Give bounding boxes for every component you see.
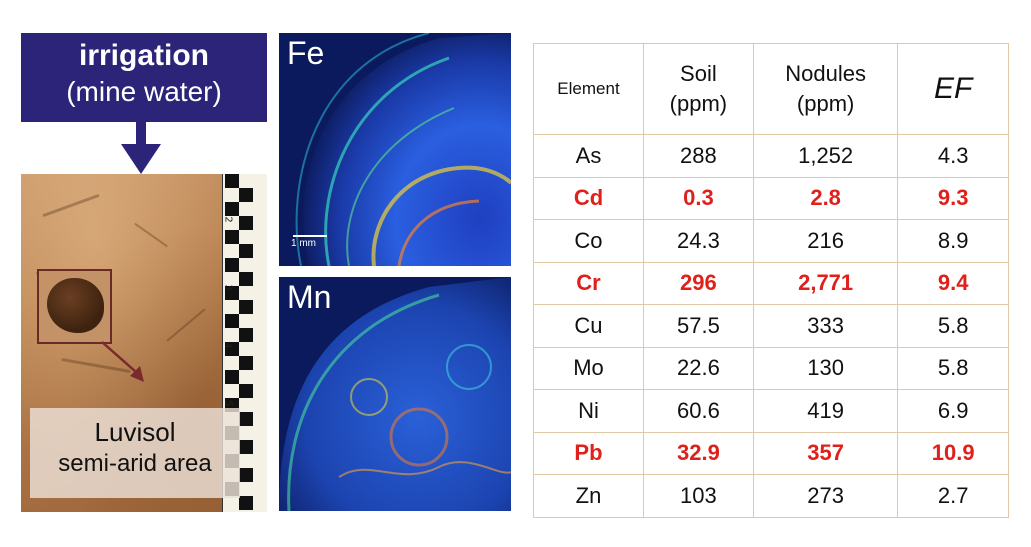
scale-bar <box>293 235 327 237</box>
cell-soil: 24.3 <box>642 219 754 263</box>
soil-type-name: Luvisol <box>94 417 176 447</box>
cell-ef: 9.4 <box>897 261 1009 305</box>
table-row: Zn 103 273 2.7 <box>533 474 1009 518</box>
cell-soil: 60.6 <box>642 389 754 433</box>
table-row: Mo 22.6 130 5.8 <box>533 346 1009 390</box>
cell-soil: 0.3 <box>642 176 754 220</box>
header-nodules-title: Nodules <box>785 61 866 86</box>
soil-area-name: semi-arid area <box>58 450 212 477</box>
nodule-image <box>47 278 104 333</box>
ruler-number: 2 <box>222 216 234 223</box>
fe-map-image: Fe 1 mm <box>279 33 511 266</box>
header-soil: Soil (ppm) <box>642 43 754 135</box>
soil-type-label: Luvisol semi-arid area <box>30 408 240 498</box>
irrigation-banner: irrigation (mine water) <box>21 33 267 122</box>
cell-element: As <box>533 134 644 178</box>
ruler-number: 5 <box>222 400 234 407</box>
cell-nodules: 1,252 <box>752 134 899 178</box>
table-row: Pb 32.9 357 10.9 <box>533 431 1009 475</box>
banner-title: irrigation <box>78 39 209 72</box>
cell-ef: 2.7 <box>897 474 1009 518</box>
cell-soil: 103 <box>642 474 754 518</box>
cell-nodules: 216 <box>752 219 899 263</box>
cell-nodules: 130 <box>752 346 899 390</box>
cell-soil: 57.5 <box>642 304 754 348</box>
table-row: Cr 296 2,771 9.4 <box>533 261 1009 305</box>
pointer-arrow-icon <box>101 341 144 382</box>
cell-element: Mo <box>533 346 644 390</box>
element-concentration-table: Element Soil (ppm) Nodules (ppm) EF As 28… <box>533 43 1009 518</box>
cell-nodules: 333 <box>752 304 899 348</box>
cell-ef: 5.8 <box>897 346 1009 390</box>
fe-map-texture <box>279 33 511 266</box>
scale-label: 1 mm <box>291 238 316 249</box>
cell-element: Cr <box>533 261 644 305</box>
down-arrow-icon <box>121 122 161 174</box>
cell-ef: 5.8 <box>897 304 1009 348</box>
cell-nodules: 2,771 <box>752 261 899 305</box>
cell-soil: 22.6 <box>642 346 754 390</box>
header-soil-title: Soil <box>680 61 717 86</box>
cell-ef: 8.9 <box>897 219 1009 263</box>
cell-soil: 32.9 <box>642 431 754 475</box>
table-row: As 288 1,252 4.3 <box>533 134 1009 178</box>
cell-element: Pb <box>533 431 644 475</box>
cell-element: Co <box>533 219 644 263</box>
table-row: Ni 60.6 419 6.9 <box>533 389 1009 433</box>
cell-ef: 9.3 <box>897 176 1009 220</box>
banner-subtitle: (mine water) <box>66 76 222 107</box>
cell-nodules: 419 <box>752 389 899 433</box>
cell-ef: 10.9 <box>897 431 1009 475</box>
mn-map-image: Mn <box>279 277 511 511</box>
cell-element: Zn <box>533 474 644 518</box>
cell-nodules: 357 <box>752 431 899 475</box>
header-soil-unit: (ppm) <box>669 91 728 116</box>
table-header-row: Element Soil (ppm) Nodules (ppm) EF <box>533 43 1009 135</box>
table-row: Cd 0.3 2.8 9.3 <box>533 176 1009 220</box>
cell-ef: 4.3 <box>897 134 1009 178</box>
cell-soil: 296 <box>642 261 754 305</box>
ruler-number: 4 <box>222 342 234 349</box>
header-nodules: Nodules (ppm) <box>752 43 899 135</box>
cell-element: Cd <box>533 176 644 220</box>
table-row: Cu 57.5 333 5.8 <box>533 304 1009 348</box>
header-nodules-unit: (ppm) <box>796 91 855 116</box>
mn-label: Mn <box>287 279 332 315</box>
fe-label: Fe <box>287 35 325 71</box>
cell-nodules: 273 <box>752 474 899 518</box>
mn-map-texture <box>279 277 511 511</box>
nodule-inset <box>37 269 112 344</box>
header-element: Element <box>533 43 644 135</box>
cell-element: Cu <box>533 304 644 348</box>
header-ef: EF <box>897 43 1009 135</box>
table-row: Co 24.3 216 8.9 <box>533 219 1009 263</box>
cell-nodules: 2.8 <box>752 176 899 220</box>
ruler-number: 3 <box>222 284 234 291</box>
cell-element: Ni <box>533 389 644 433</box>
cell-soil: 288 <box>642 134 754 178</box>
cell-ef: 6.9 <box>897 389 1009 433</box>
